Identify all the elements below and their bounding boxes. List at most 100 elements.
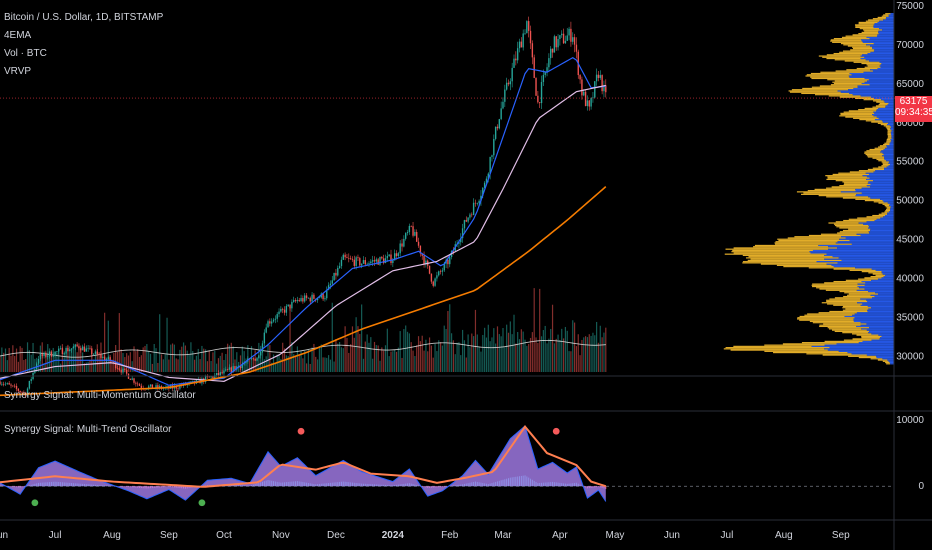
candle-body	[294, 300, 297, 302]
vrvp-bar-down	[861, 62, 882, 65]
vrvp-bar-up	[882, 29, 894, 31]
volume-bar	[564, 326, 567, 372]
vrvp-bar-down	[811, 77, 865, 80]
volume-bar	[533, 288, 535, 372]
vrvp-bar-up	[889, 204, 894, 207]
volume-bar	[522, 331, 524, 372]
volume-bar	[162, 359, 164, 372]
volume-bar	[302, 358, 304, 372]
vrvp-bar-up	[816, 261, 894, 263]
vrvp-bar-down	[885, 206, 891, 208]
candle-body	[575, 44, 578, 52]
volume-bar	[540, 336, 543, 372]
volume-bar	[340, 347, 343, 372]
vrvp-bar-up	[876, 110, 894, 112]
vrvp-bar-up	[827, 349, 894, 351]
vrvp-bar-up	[861, 280, 894, 283]
indicator-ema-label[interactable]: 4EMA	[4, 30, 32, 41]
vrvp-bar-down	[868, 19, 884, 21]
vrvp-bar-up	[890, 128, 894, 131]
candle-body	[595, 74, 598, 82]
vrvp-bar-down	[837, 232, 870, 234]
volume-bar	[118, 313, 120, 372]
candle-body	[61, 348, 64, 354]
volume-bar	[182, 342, 185, 372]
candle-body	[26, 388, 29, 397]
candle-body	[37, 358, 40, 364]
vrvp-bar-down	[829, 298, 861, 300]
volume-bar	[52, 347, 54, 372]
time-axis[interactable]: Jun Jul Aug Sep Oct Nov Dec 2024 Feb Mar Apr May Jun…	[0, 530, 850, 541]
symbol-title[interactable]: Bitcoin / U.S. Dollar, 1D, BITSTAMP	[4, 12, 164, 23]
vrvp-bar-down	[834, 297, 873, 299]
candle-body	[518, 41, 521, 49]
candle-body	[45, 352, 47, 357]
candle-body	[1, 383, 3, 385]
candle-body	[59, 348, 62, 349]
candle-body	[324, 298, 326, 300]
candle-body	[252, 358, 255, 359]
candle-body	[373, 260, 376, 262]
volume-bar	[133, 346, 135, 372]
vrvp-bar-down	[855, 198, 881, 200]
momentum-pane-title[interactable]: Synergy Signal: Multi-Momentum Oscillato…	[4, 390, 196, 401]
candle-body	[226, 369, 229, 370]
volume-bar	[495, 343, 497, 372]
volume-bar	[153, 343, 155, 372]
vrvp-bar-down	[840, 114, 873, 116]
candle-body	[404, 233, 407, 239]
candle-body	[208, 376, 210, 378]
indicator-vrvp-label[interactable]: VRVP	[4, 66, 32, 77]
vrvp-bar-up	[883, 275, 894, 278]
candle-body	[69, 349, 71, 351]
candle-body	[280, 308, 282, 312]
candle-body	[516, 48, 519, 61]
vrvp-bar-down	[808, 267, 856, 269]
price-tick-label: 70000	[896, 40, 924, 51]
candle-body	[527, 21, 530, 31]
vrvp-bar-up	[855, 195, 894, 197]
candle-body	[465, 220, 467, 222]
vrvp-bar-up	[869, 226, 894, 228]
vrvp-bar-up	[875, 269, 894, 271]
vrvp-bar-down	[861, 335, 882, 338]
indicator-volume-label[interactable]: Vol · BTC	[4, 48, 47, 59]
volume-bar	[164, 354, 166, 372]
vrvp-bar-up	[864, 81, 894, 83]
vrvp-bar-down	[850, 49, 875, 51]
volume-bar	[87, 361, 89, 372]
vrvp-bar-up	[880, 337, 894, 339]
volume-bar	[603, 332, 605, 372]
volume-bar	[324, 357, 326, 372]
volume-bar	[206, 361, 209, 372]
vrvp-bar-up	[868, 227, 894, 229]
vrvp-bar-up	[860, 234, 894, 237]
candle-body	[344, 254, 346, 258]
candle-body	[50, 351, 53, 357]
candle-body	[579, 75, 581, 80]
vrvp-bar-up	[845, 237, 894, 239]
vrvp-bar-up	[829, 347, 894, 349]
vrvp-bar-down	[884, 211, 889, 213]
last-price-value: 63175	[899, 96, 928, 107]
vrvp-bar-up	[865, 282, 894, 284]
vrvp-bar-up	[887, 359, 894, 361]
volume-bar	[484, 327, 486, 372]
candle-body	[505, 82, 508, 90]
candle-body	[243, 363, 245, 365]
price-axis[interactable]: 75000 70000 65000 60000 55000 50000 45000 40000…	[896, 1, 924, 492]
volume-bar	[26, 342, 29, 372]
trend-pane-title[interactable]: Synergy Signal: Multi-Trend Oscillator	[4, 424, 172, 435]
vrvp-bar-up	[869, 232, 894, 234]
candle-body	[438, 271, 440, 276]
vrvp-bar-up	[874, 23, 894, 25]
time-tick-label: Aug	[775, 530, 793, 541]
candle-body	[43, 352, 45, 357]
volume-bar	[315, 356, 317, 372]
vrvp-bar-down	[886, 208, 891, 210]
vrvp-bar-up	[878, 33, 894, 35]
vrvp-bar-up	[870, 69, 894, 71]
candle-body	[553, 36, 556, 53]
vrvp-bar-up	[882, 121, 894, 123]
